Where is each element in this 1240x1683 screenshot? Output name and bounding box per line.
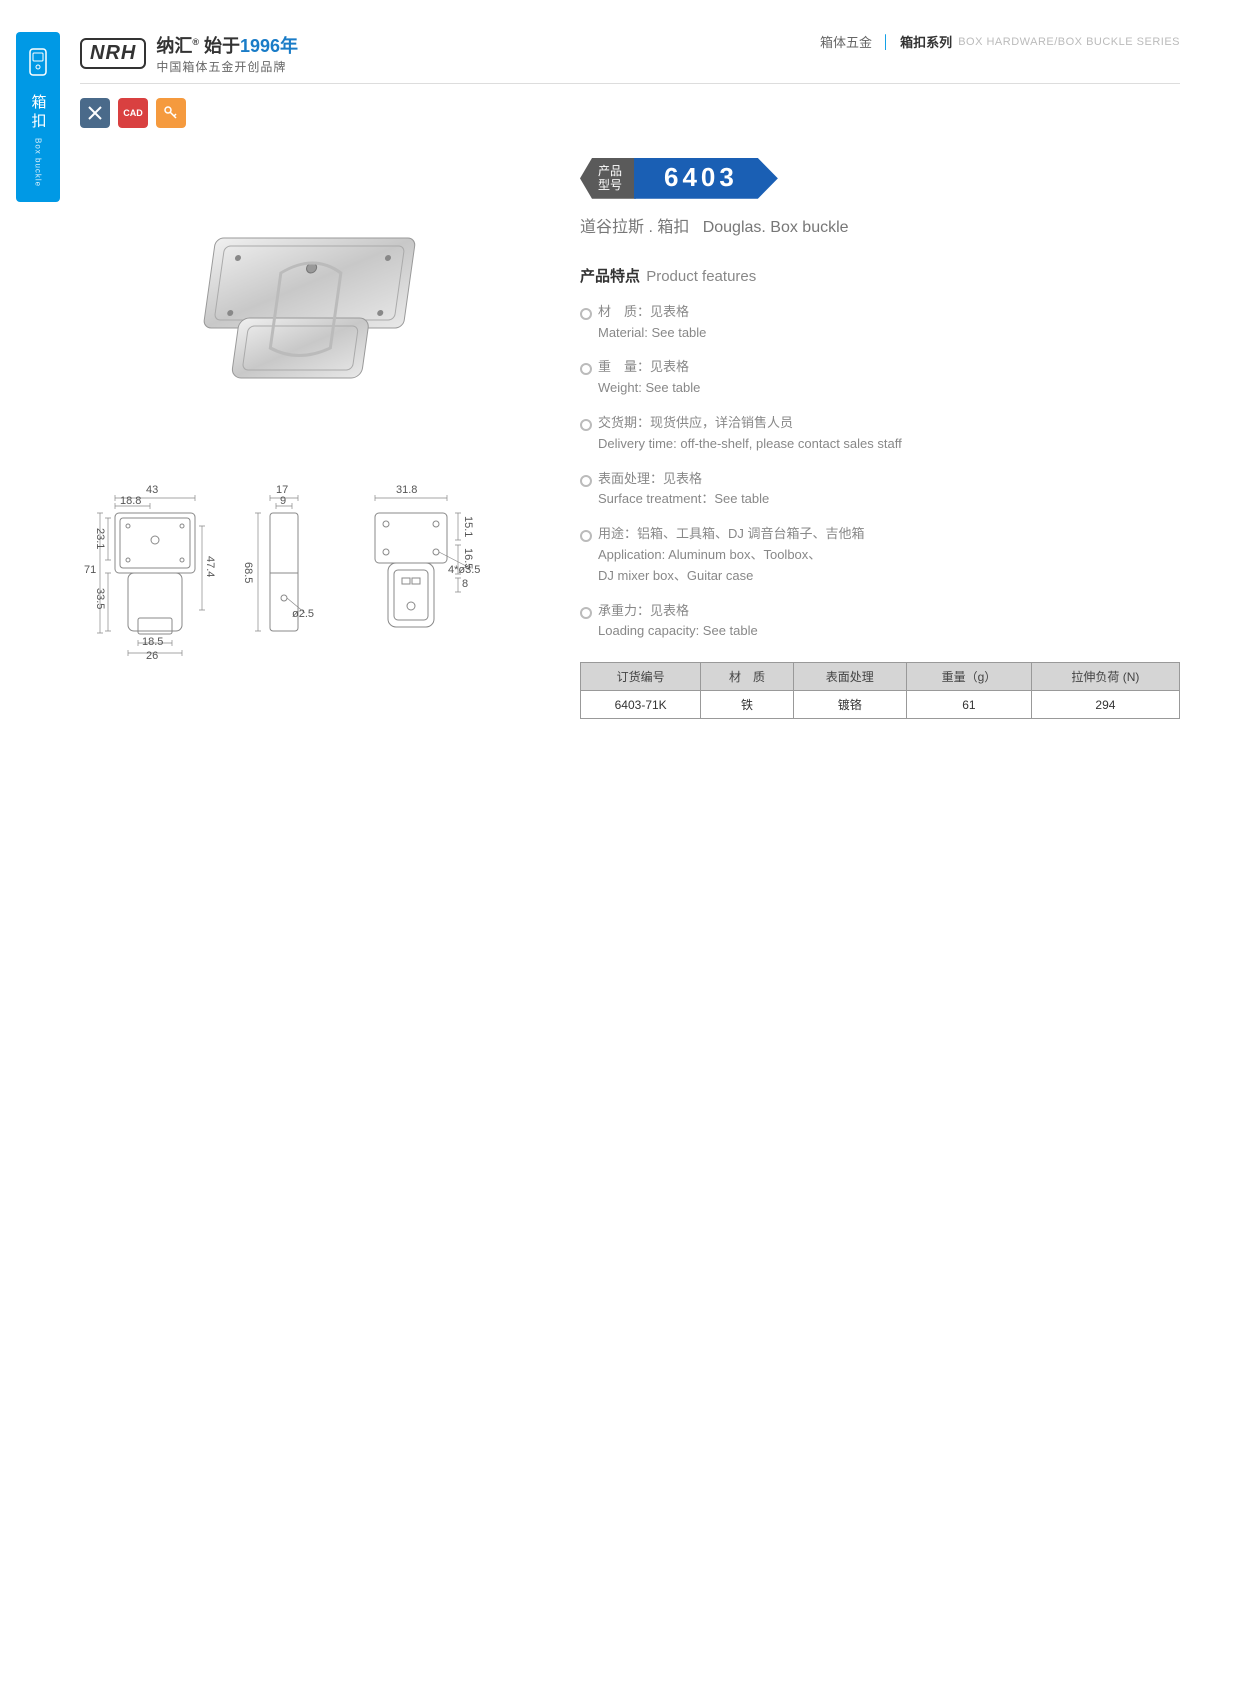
tool-icon [80, 98, 110, 128]
logo-line1: 纳汇® 始于1996年 [156, 32, 298, 58]
brand-logo: NRH 纳汇® 始于1996年 中国箱体五金开创品牌 [80, 32, 298, 75]
feature-item: 交货期：现货供应，详洽销售人员Delivery time: off-the-sh… [580, 413, 1180, 455]
model-label: 产品 型号 [580, 158, 636, 199]
logo-tagline: 中国箱体五金开创品牌 [156, 58, 298, 75]
table-header-row: 订货编号 材 质 表面处理 重量（g） 拉伸负荷 (N) [581, 663, 1180, 691]
drawing-back: 31.8 15.1 16.5 8 4*ø3.5 [340, 478, 490, 678]
page-header: NRH 纳汇® 始于1996年 中国箱体五金开创品牌 箱体五金 │ 箱扣系列 B… [80, 32, 1180, 75]
feature-item: 重 量：见表格Weight: See table [580, 357, 1180, 399]
spec-table: 订货编号 材 质 表面处理 重量（g） 拉伸负荷 (N) 6403-71K 铁 … [580, 662, 1180, 719]
feature-item: 承重力：见表格Loading capacity: See table [580, 601, 1180, 643]
model-badge: 产品 型号 6403 [580, 158, 1180, 199]
feature-item: 材 质：见表格Material: See table [580, 302, 1180, 344]
feature-item: 表面处理：见表格Surface treatment：See table [580, 469, 1180, 511]
logo-mark: NRH [80, 38, 146, 69]
feature-item: 用途：铝箱、工具箱、DJ 调音台箱子、吉他箱Application: Alumi… [580, 524, 1180, 586]
drawing-side: 17 9 68.5 ø2.5 [240, 478, 320, 678]
features-title: 产品特点 Product features [580, 265, 1180, 286]
table-row: 6403-71K 铁 镀铬 61 294 [581, 691, 1180, 719]
model-number: 6403 [634, 158, 778, 199]
header-divider [80, 83, 1180, 84]
drawing-front: 43 18.8 71 23.1 33.5 47.4 18.5 26 [80, 478, 220, 678]
technical-drawings: 43 18.8 71 23.1 33.5 47.4 18.5 26 [80, 478, 540, 678]
key-icon [156, 98, 186, 128]
feature-list: 材 质：见表格Material: See table 重 量：见表格Weight… [580, 302, 1180, 642]
cad-icon: CAD [118, 98, 148, 128]
product-photo [160, 198, 460, 418]
header-category: 箱体五金 │ 箱扣系列 BOX HARDWARE/BOX BUCKLE SERI… [820, 32, 1180, 51]
feature-icon-row: CAD [80, 98, 1180, 128]
product-name: 道谷拉斯 . 箱扣 Douglas. Box buckle [580, 213, 1180, 237]
